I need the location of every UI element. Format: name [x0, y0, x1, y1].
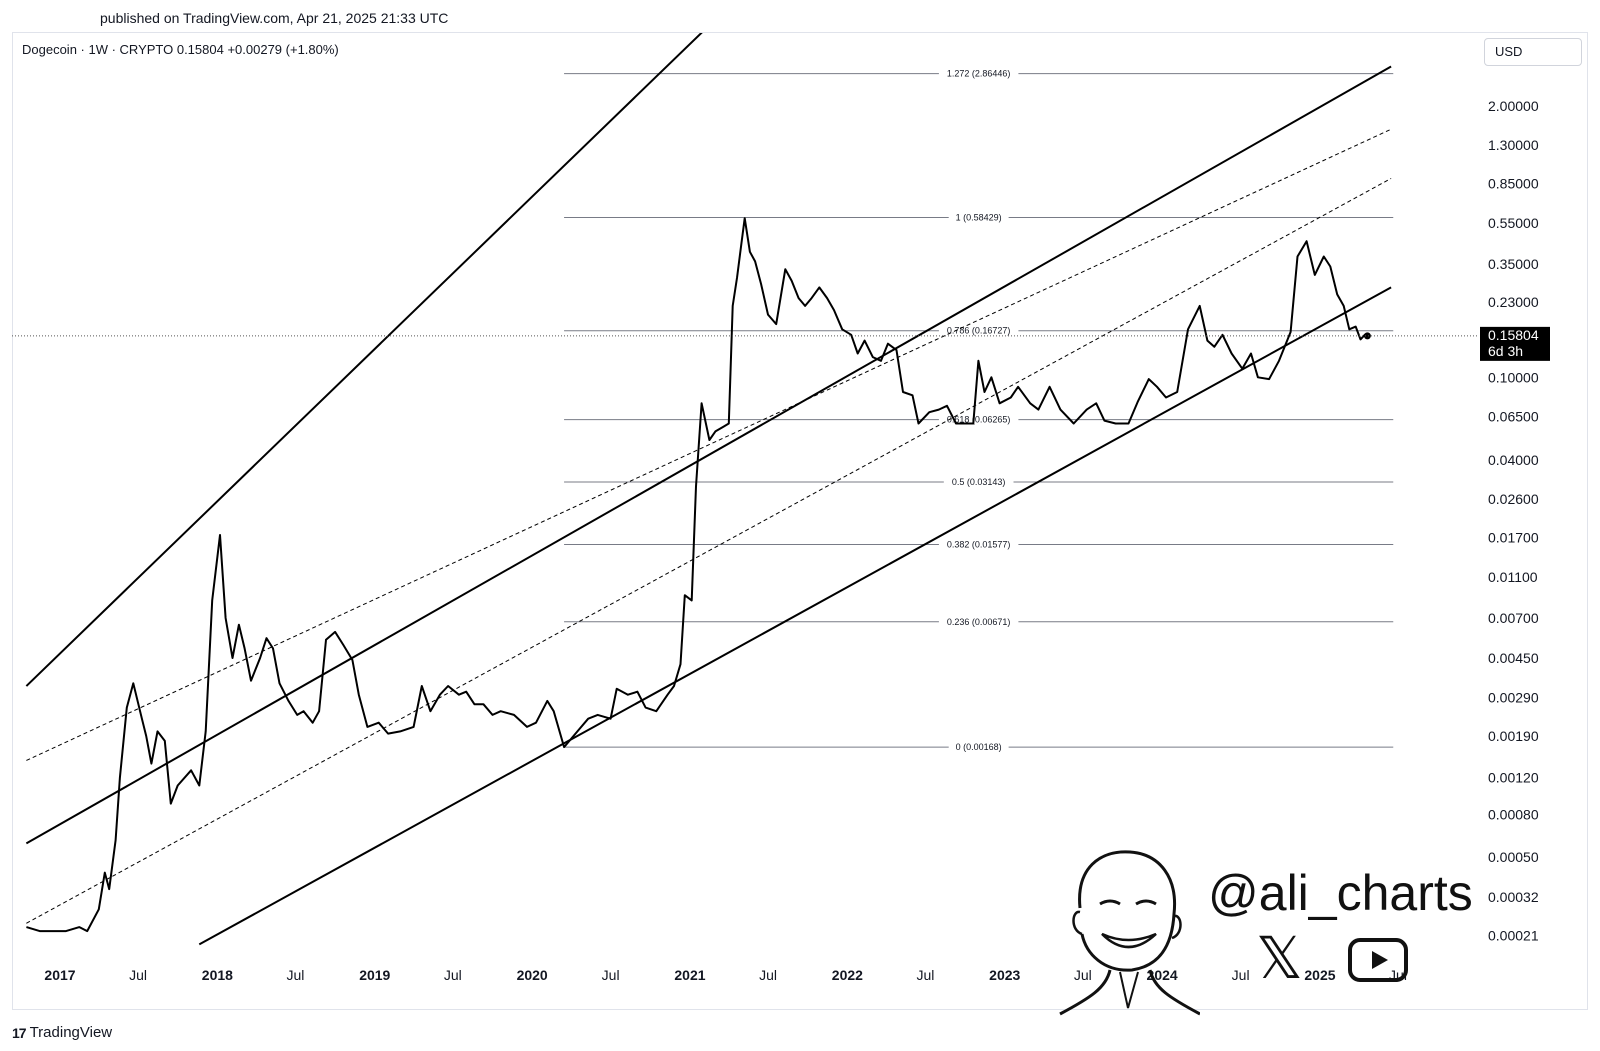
fib-level-label: 0.382 (0.01577)	[947, 539, 1011, 549]
fib-level-label: 0.5 (0.03143)	[952, 477, 1006, 487]
price-tick-label: 0.35000	[1488, 256, 1539, 272]
price-tick-label: 1.30000	[1488, 137, 1539, 153]
author-handle: @ali_charts	[1208, 865, 1473, 921]
price-tick-label: 0.00050	[1488, 849, 1539, 865]
time-tick-label: 2022	[832, 967, 863, 983]
fib-label-background	[938, 324, 1019, 336]
price-tick-label: 0.01100	[1488, 569, 1538, 585]
fibonacci-retracement: 1.272 (2.86446) 1 (0.58429) 0.786 (0.16727…	[564, 67, 1394, 753]
channel-line	[25, 65, 1392, 845]
price-tick-label: 0.00021	[1488, 927, 1539, 943]
tradingview-brand[interactable]: 17 TradingView	[12, 1024, 112, 1041]
time-tick-label: 2023	[989, 967, 1020, 983]
fib-level-label: 0.786 (0.16727)	[947, 326, 1011, 336]
price-tick-label: 0.00032	[1488, 889, 1539, 905]
price-tick-label: 0.00700	[1488, 610, 1539, 626]
last-point-dot	[1363, 332, 1371, 340]
bar-countdown-label: 6d 3h	[1488, 343, 1523, 359]
time-axis: 2017 Jul 2018 Jul 2019 Jul 2020 Jul 2021 Jul 2022 J…	[44, 967, 1407, 983]
time-tick-label: 2020	[517, 967, 548, 983]
channel-line	[198, 286, 1392, 946]
time-tick-label: 2017	[44, 967, 75, 983]
price-tick-label: 0.02600	[1488, 491, 1539, 507]
price-tick-label: 0.00450	[1488, 650, 1539, 666]
last-price-box	[1480, 326, 1550, 361]
price-tick-label: 0.00120	[1488, 770, 1539, 786]
fib-level-label: 1.272 (2.86446)	[947, 69, 1011, 79]
channel-line	[25, 33, 703, 687]
time-tick-label: 2025	[1304, 967, 1335, 983]
fib-label-background	[938, 413, 1019, 425]
fib-level-label: 1 (0.58429)	[956, 213, 1002, 223]
price-tick-label: 0.04000	[1488, 452, 1539, 468]
x-icon[interactable]: 𝕏	[1256, 926, 1303, 991]
time-tick-label: 2021	[674, 967, 705, 983]
price-tick-label: 0.10000	[1488, 369, 1539, 385]
channel-midline	[26, 177, 1392, 924]
price-tick-label: 0.55000	[1488, 215, 1539, 231]
time-tick-label: 2018	[202, 967, 233, 983]
last-price-label: 0.15804	[1488, 327, 1539, 343]
time-tick-label: Jul	[602, 967, 620, 983]
price-tick-label: 2.00000	[1488, 98, 1539, 114]
fib-level-label: 0 (0.00168)	[956, 742, 1002, 752]
fib-label-background	[948, 211, 1009, 223]
published-note: published on TradingView.com, Apr 21, 20…	[100, 10, 449, 26]
time-tick-label: 2019	[359, 967, 390, 983]
fib-label-background	[943, 476, 1014, 488]
time-tick-label: Jul	[1074, 967, 1092, 983]
price-tick-label: 0.00080	[1488, 806, 1539, 822]
time-tick-label: Jul	[286, 967, 304, 983]
time-tick-label: Jul	[444, 967, 462, 983]
fib-label-background	[938, 615, 1019, 627]
channel-midline	[26, 128, 1392, 761]
parallel-channel	[25, 33, 1392, 946]
author-avatar	[1059, 850, 1200, 1016]
price-tick-label: 0.06500	[1488, 408, 1539, 424]
price-axis: 2.00000 1.30000 0.85000 0.55000 0.35000 0.230…	[1488, 98, 1539, 943]
youtube-icon[interactable]	[1348, 938, 1408, 982]
time-tick-label: Jul	[129, 967, 147, 983]
time-tick-label: Jul	[916, 967, 934, 983]
price-tick-label: 0.23000	[1488, 294, 1539, 310]
time-tick-label: Jul	[1232, 967, 1250, 983]
price-line	[26, 217, 1368, 933]
price-tick-label: 0.00190	[1488, 728, 1539, 744]
price-tick-label: 0.01700	[1488, 530, 1539, 546]
fib-label-background	[948, 741, 1009, 753]
fib-label-background	[938, 538, 1019, 550]
tradingview-logo-icon: 17	[12, 1024, 27, 1041]
currency-selector[interactable]: USD	[1484, 38, 1582, 66]
fib-level-label: 0.618 (0.06265)	[947, 415, 1011, 425]
price-tick-label: 0.85000	[1488, 176, 1539, 192]
price-tick-label: 0.00290	[1488, 690, 1539, 706]
chart-frame	[12, 32, 1588, 1010]
price-series	[26, 217, 1371, 933]
brand-name: TradingView	[29, 1024, 113, 1041]
symbol-legend[interactable]: Dogecoin · 1W · CRYPTO 0.15804 +0.00279 …	[22, 42, 339, 57]
fib-label-background	[938, 67, 1019, 79]
time-tick-label: Jul	[759, 967, 777, 983]
fib-level-label: 0.236 (0.00671)	[947, 617, 1011, 627]
